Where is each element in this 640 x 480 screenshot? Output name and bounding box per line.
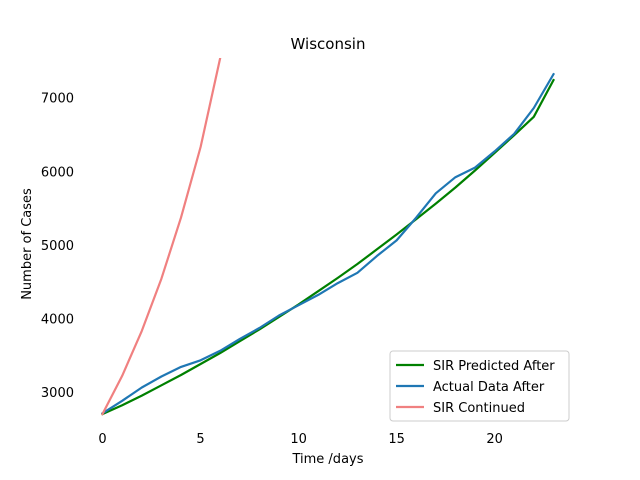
series-line-sir-predicted-after bbox=[101, 78, 555, 416]
y-tick-label: 3000 bbox=[41, 386, 74, 401]
legend-label: Actual Data After bbox=[433, 380, 545, 395]
y-tick-label: 5000 bbox=[41, 239, 74, 254]
y-tick-label: 4000 bbox=[41, 312, 74, 327]
chart-title: Wisconsin bbox=[291, 35, 366, 53]
x-tick-label: 0 bbox=[98, 432, 106, 447]
x-tick-label: 5 bbox=[196, 432, 204, 447]
series-line-actual-data-after bbox=[100, 72, 556, 415]
x-tick-label: 10 bbox=[290, 432, 307, 447]
x-axis: 0 5 10 15 20 bbox=[98, 432, 503, 447]
legend-label: SIR Predicted After bbox=[433, 359, 555, 374]
plot-area bbox=[100, 58, 556, 416]
legend: SIR Predicted After Actual Data After SIR … bbox=[389, 350, 570, 422]
y-axis: 3000 4000 5000 6000 7000 bbox=[41, 92, 74, 401]
y-axis-label: Number of Cases bbox=[20, 188, 35, 300]
legend-frame bbox=[389, 350, 570, 422]
legend-label: SIR Continued bbox=[433, 401, 525, 416]
x-tick-label: 15 bbox=[388, 432, 405, 447]
series-line-sir-continued bbox=[101, 58, 222, 416]
x-axis-label: Time /days bbox=[291, 452, 363, 467]
y-tick-label: 7000 bbox=[41, 92, 74, 107]
x-tick-label: 20 bbox=[486, 432, 503, 447]
y-tick-label: 6000 bbox=[41, 165, 74, 180]
